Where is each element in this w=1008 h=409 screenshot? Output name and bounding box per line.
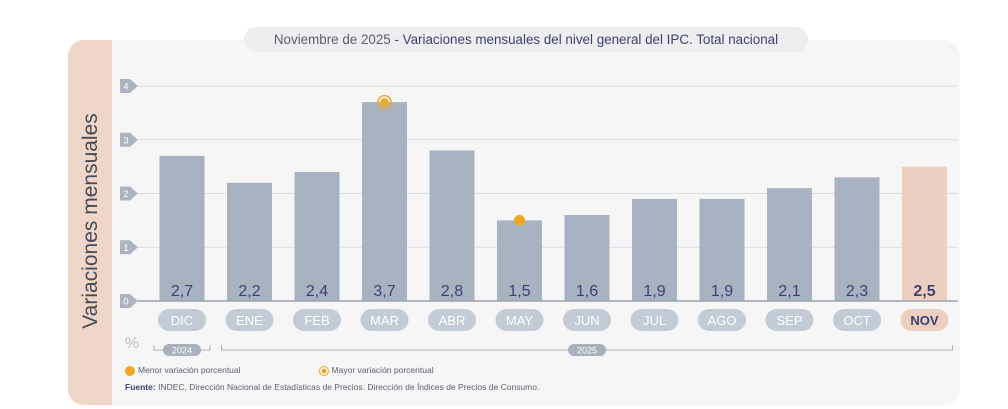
bar-jul <box>632 198 677 301</box>
data-label: 2,1 <box>778 283 800 300</box>
x-tick-label: ENE <box>236 313 263 328</box>
chart-title: Noviembre de 2025 - Variaciones mensuale… <box>244 27 808 52</box>
legend-min-label: Menor variación porcentual <box>138 365 241 376</box>
x-tick-label: JUN <box>574 313 599 328</box>
x-tick-label: NOV <box>910 313 939 328</box>
title-separator: - <box>390 32 403 47</box>
min-marker-icon <box>125 366 135 377</box>
y-tick-label: 2 <box>123 189 128 200</box>
bar-may <box>497 220 542 301</box>
y-tick-badge <box>120 132 138 147</box>
source-label: Fuente: <box>125 382 156 392</box>
x-tick-pill <box>293 309 341 331</box>
title-date: Noviembre de 2025 <box>273 32 391 47</box>
legend-min: Menor variación porcentual <box>125 365 241 377</box>
data-label: 2,7 <box>171 283 193 300</box>
data-label: 2,2 <box>238 283 260 300</box>
data-label: 2,3 <box>846 283 868 300</box>
x-tick-label: OCT <box>843 313 871 328</box>
bar-feb <box>294 172 340 301</box>
y-tick-label: 0 <box>123 297 128 308</box>
x-tick-pill <box>900 309 949 331</box>
year-label: 2024 <box>172 346 192 356</box>
bar-oct <box>834 177 880 301</box>
data-label: 1,5 <box>508 283 530 300</box>
x-tick-pill <box>698 309 746 331</box>
year-pill <box>568 344 606 356</box>
y-tick-label: 4 <box>123 82 128 93</box>
x-tick-label: ABR <box>439 313 466 328</box>
title-main: Variaciones mensuales del nivel general … <box>402 32 779 47</box>
data-label: 1,9 <box>711 283 733 300</box>
source-note: Fuente: INDEC, Dirección Nacional de Est… <box>125 382 539 392</box>
data-label: 3,7 <box>373 283 395 300</box>
y-tick-label: 1 <box>123 243 128 254</box>
bar-jun <box>564 215 610 301</box>
x-tick-pill <box>428 309 476 331</box>
max-marker-icon <box>318 366 329 377</box>
y-axis-label-strip <box>68 40 112 405</box>
x-tick-label: MAR <box>370 313 399 328</box>
bar-mar <box>362 102 407 301</box>
bar-ene <box>227 182 272 301</box>
y-tick-badge <box>120 186 138 201</box>
y-tick-label: 3 <box>123 135 128 146</box>
bar-abr <box>429 150 475 301</box>
legend-max-label: Mayor variación porcentual <box>331 365 434 376</box>
x-tick-pill <box>833 309 881 331</box>
x-tick-pill <box>225 309 274 331</box>
x-tick-pill <box>765 309 814 331</box>
data-label: 1,9 <box>643 283 665 300</box>
source-text: INDEC, Dirección Nacional de Estadística… <box>155 382 540 392</box>
min-marker-dot <box>514 214 525 226</box>
y-tick-badge <box>120 294 138 308</box>
data-label: 1,6 <box>576 283 598 300</box>
x-tick-pill <box>495 309 544 331</box>
x-tick-pill <box>563 309 611 331</box>
x-tick-label: FEB <box>304 313 329 328</box>
bar-ago <box>699 198 745 301</box>
x-tick-label: MAY <box>506 313 534 328</box>
x-tick-pill <box>360 309 409 331</box>
year-pill <box>163 344 201 356</box>
year-label: 2025 <box>577 346 597 356</box>
y-tick-badge <box>120 240 138 255</box>
data-label: 2,8 <box>441 283 463 300</box>
max-marker-dot <box>380 98 389 107</box>
legend: Menor variación porcentual Mayor variació… <box>125 365 512 377</box>
bar-nov <box>902 166 947 301</box>
x-tick-label: SEP <box>776 313 802 328</box>
x-tick-pill <box>630 309 679 331</box>
max-marker-ring <box>377 94 392 110</box>
bar-dic <box>159 155 205 301</box>
y-tick-badge <box>120 79 138 93</box>
data-label: 2,4 <box>306 283 328 300</box>
unit-label: % <box>125 335 139 352</box>
data-label: 2,5 <box>913 283 935 300</box>
legend-max: Mayor variación porcentual <box>318 365 434 377</box>
x-tick-pill <box>158 309 206 331</box>
x-tick-label: AGO <box>708 313 737 328</box>
x-tick-label: DIC <box>171 313 193 328</box>
x-tick-label: JUL <box>643 313 666 328</box>
bar-sep <box>767 188 812 301</box>
